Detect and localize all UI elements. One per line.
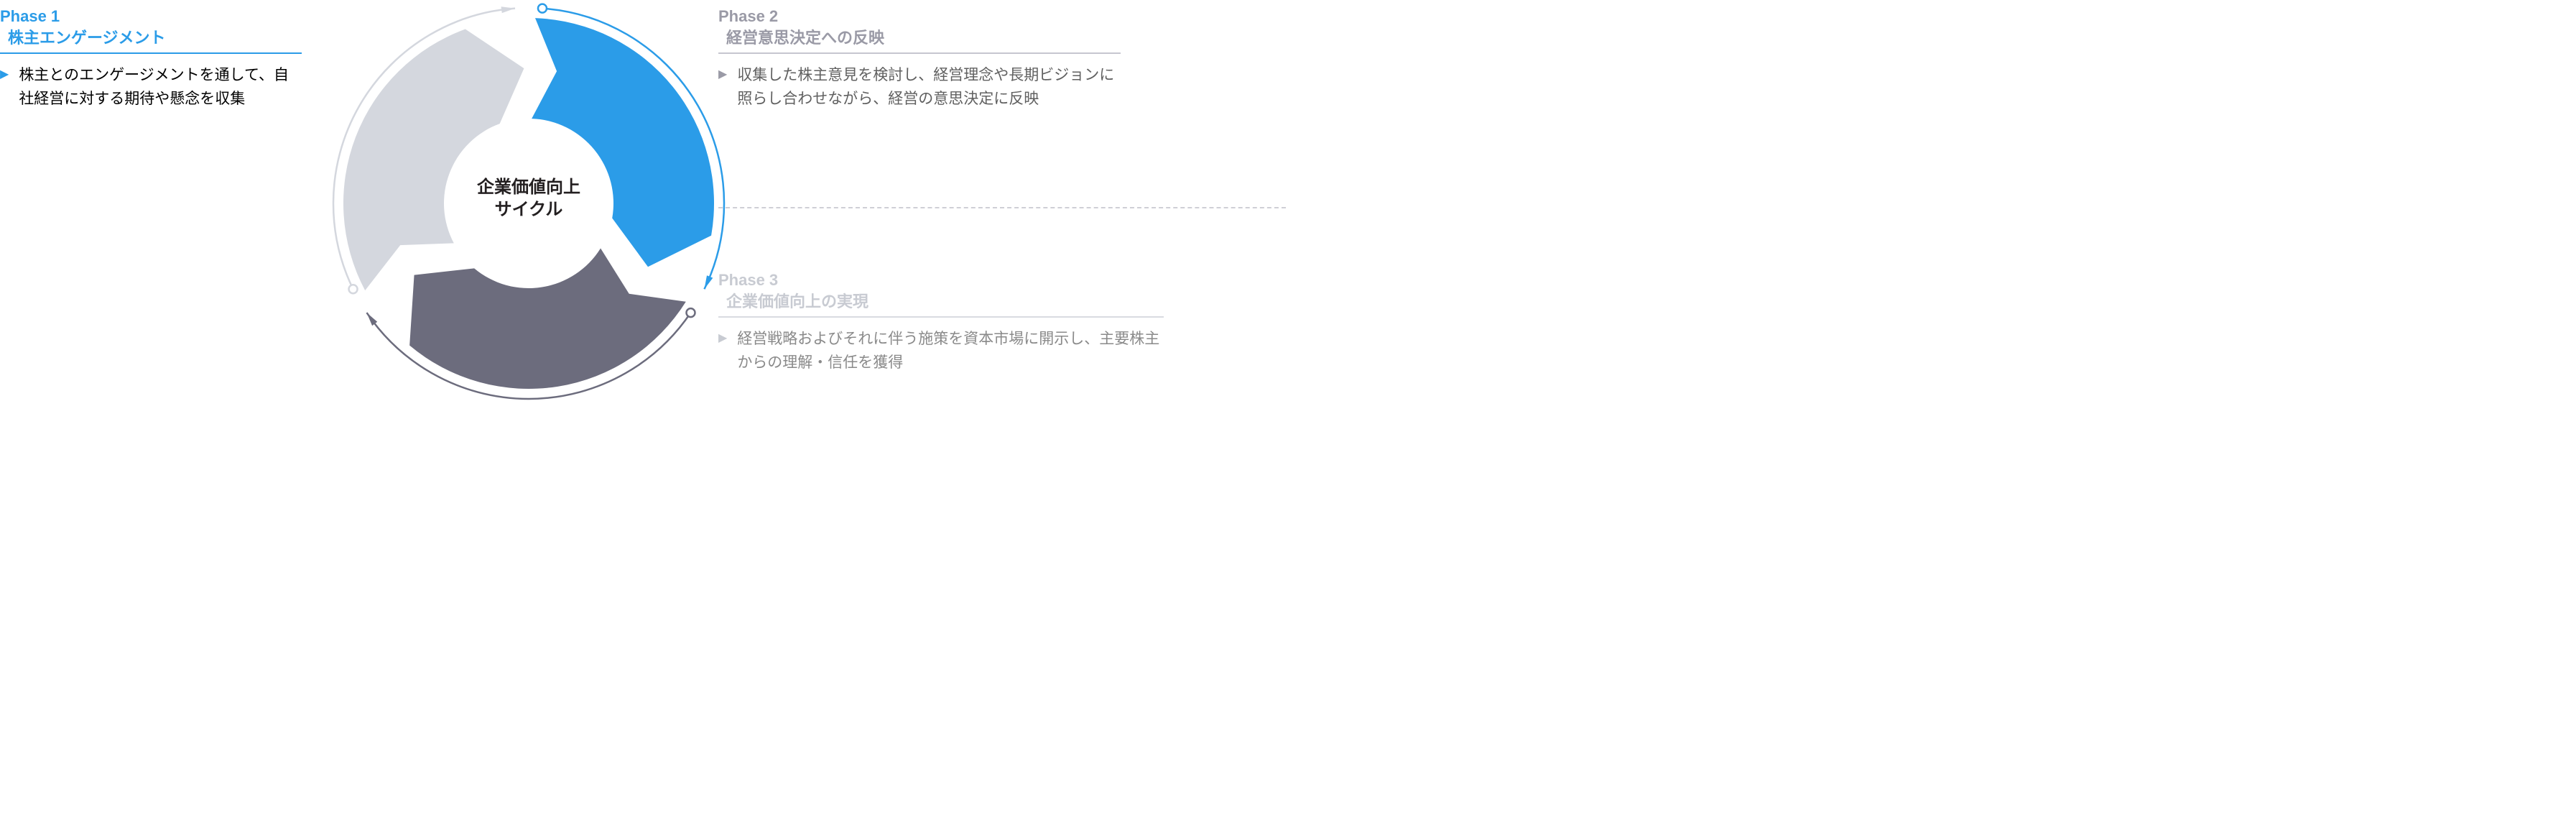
phase3-rule <box>718 316 1164 318</box>
phase1-label: Phase 1 <box>0 6 302 27</box>
phase3-bullet-text: 経営戦略およびそれに伴う施策を資本市場に開示し、主要株主からの理解・信任を獲得 <box>734 328 1164 374</box>
phase1-rule <box>0 52 302 54</box>
phase3-bullet: ▶ 経営戦略およびそれに伴う施策を資本市場に開示し、主要株主からの理解・信任を獲… <box>718 328 1164 374</box>
phase1-block: Phase 1 株主エンゲージメント ▶ 株主とのエンゲージメントを通して、自社… <box>0 6 302 111</box>
diagram-canvas: 企業価値向上 サイクル Phase 1 株主エンゲージメント ▶ 株主とのエンゲ… <box>0 0 1288 408</box>
triangle-bullet-icon: ▶ <box>718 328 727 349</box>
phase1-bullet: ▶ 株主とのエンゲージメントを通して、自社経営に対する期待や懸念を収集 <box>0 64 302 111</box>
phase1-subtitle: 株主エンゲージメント <box>0 27 302 49</box>
phase2-label: Phase 2 <box>718 6 1121 27</box>
phase1-bullet-text: 株主とのエンゲージメントを通して、自社経営に対する期待や懸念を収集 <box>16 64 302 111</box>
phase2-bullet-text: 収集した株主意見を検討し、経営理念や長期ビジョンに照らし合わせながら、経営の意思… <box>734 64 1121 111</box>
phase2-bullet: ▶ 収集した株主意見を検討し、経営理念や長期ビジョンに照らし合わせながら、経営の… <box>718 64 1121 111</box>
center-title-line1: 企業価値向上 <box>477 178 580 197</box>
phase3-subtitle: 企業価値向上の実現 <box>718 291 1164 313</box>
triangle-bullet-icon: ▶ <box>718 64 727 86</box>
phase3-label: Phase 3 <box>718 270 1164 291</box>
phase3-block: Phase 3 企業価値向上の実現 ▶ 経営戦略およびそれに伴う施策を資本市場に… <box>718 270 1164 374</box>
triangle-bullet-icon: ▶ <box>0 64 9 86</box>
phase2-phase3-divider <box>718 207 1286 208</box>
phase2-subtitle: 経営意思決定への反映 <box>718 27 1121 49</box>
center-title-line2: サイクル <box>495 200 563 219</box>
center-title: 企業価値向上 サイクル <box>457 176 601 221</box>
phase2-rule <box>718 52 1121 54</box>
phase2-block: Phase 2 経営意思決定への反映 ▶ 収集した株主意見を検討し、経営理念や長… <box>718 6 1121 111</box>
